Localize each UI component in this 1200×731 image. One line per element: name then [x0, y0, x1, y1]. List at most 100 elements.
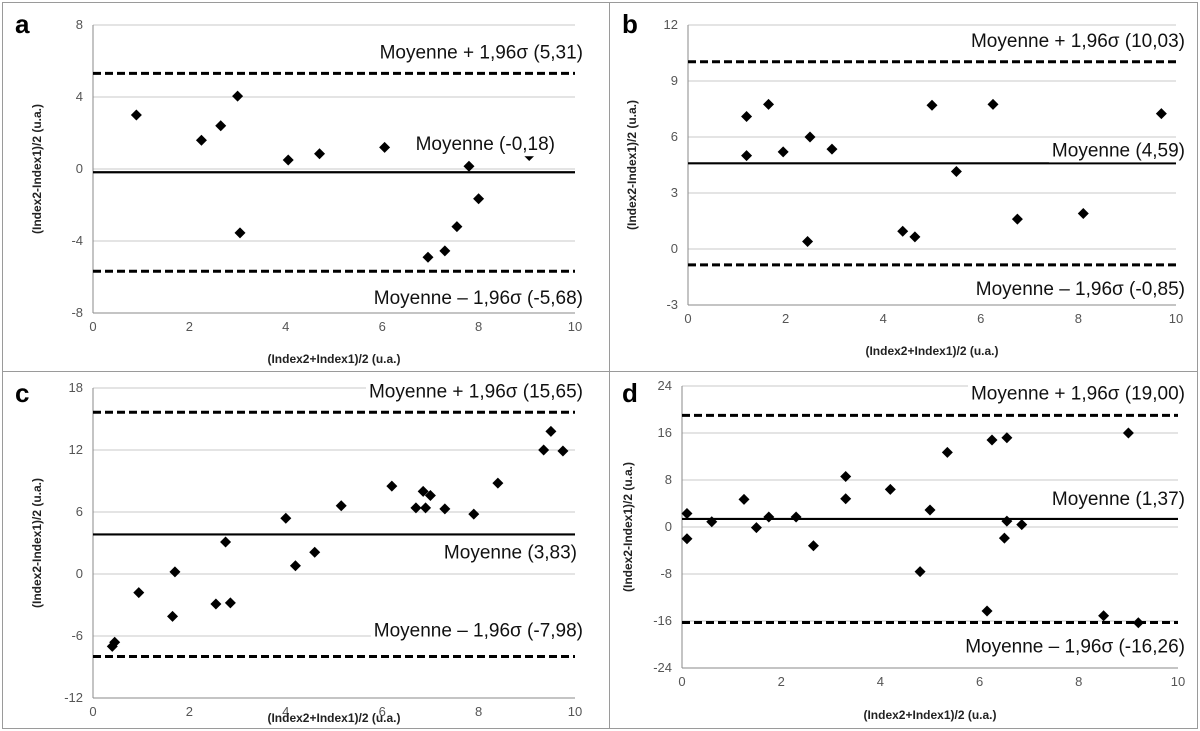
x-tick-label: 0 — [678, 674, 685, 689]
data-point — [986, 434, 998, 446]
label-background — [1048, 139, 1188, 163]
data-point — [909, 231, 921, 243]
y-tick-label: -8 — [660, 566, 672, 581]
data-point — [1016, 519, 1028, 531]
reference-line-label: Moyenne – 1,96σ (-7,98) — [374, 620, 583, 641]
data-point — [826, 143, 838, 155]
y-tick-label: 12 — [69, 442, 83, 457]
y-tick-label: -8 — [71, 305, 83, 320]
data-point — [987, 98, 999, 110]
label-background — [412, 133, 558, 157]
data-point — [224, 597, 236, 609]
y-tick-label: 12 — [664, 17, 678, 32]
x-tick-label: 4 — [282, 704, 289, 719]
data-point — [777, 146, 789, 158]
data-point — [215, 120, 227, 132]
reference-line-label: Moyenne (1,37) — [1052, 489, 1185, 510]
data-point — [309, 546, 321, 558]
label-background — [365, 380, 586, 404]
reference-line-label: Moyenne + 1,96σ (19,00) — [971, 383, 1185, 404]
y-tick-label: 8 — [665, 472, 672, 487]
y-tick-label: 8 — [76, 17, 83, 32]
x-tick-label: 2 — [186, 319, 193, 334]
x-tick-label: 2 — [186, 704, 193, 719]
data-point — [750, 522, 762, 534]
data-point — [232, 90, 244, 102]
data-point — [379, 141, 391, 153]
data-point — [840, 493, 852, 505]
label-background — [1048, 487, 1188, 511]
data-point — [840, 470, 852, 482]
data-point — [167, 610, 179, 622]
x-tick-label: 10 — [1171, 674, 1185, 689]
panel-letter-d: d — [622, 378, 638, 408]
panel-d: -24 -16 -8 0 8 16 24 0 2 4 6 8 10 Moyenne + 1,96σ (19… — [609, 371, 1198, 729]
y-tick-label: 0 — [665, 519, 672, 534]
x-axis-title: (Index2+Index1)/2 (u.a.) — [267, 711, 400, 725]
x-tick-label: 10 — [568, 704, 582, 719]
data-point — [738, 493, 750, 505]
data-point — [1098, 610, 1110, 622]
x-axis-title: (Index2+Index1)/2 (u.a.) — [267, 352, 400, 366]
data-point — [420, 502, 432, 514]
panel-letter-c: c — [15, 378, 30, 408]
data-point — [807, 540, 819, 552]
data-point — [439, 503, 451, 515]
y-tick-label: 16 — [658, 425, 672, 440]
y-tick-label: 0 — [76, 566, 83, 581]
label-background — [972, 277, 1188, 301]
x-tick-label: 8 — [475, 704, 482, 719]
data-point — [981, 605, 993, 617]
data-point — [557, 445, 569, 457]
y-tick-label: 9 — [671, 73, 678, 88]
data-point — [681, 533, 693, 545]
x-tick-label: 4 — [282, 319, 289, 334]
data-point — [439, 245, 451, 257]
x-tick-label: 8 — [1075, 311, 1082, 326]
data-point — [763, 511, 775, 523]
data-point — [1077, 208, 1089, 220]
data-point — [884, 483, 896, 495]
y-tick-label: 0 — [76, 161, 83, 176]
reference-line-label: Moyenne (-0,18) — [416, 134, 555, 155]
x-tick-label: 6 — [379, 319, 386, 334]
x-tick-label: 10 — [1169, 311, 1183, 326]
data-point — [538, 444, 550, 456]
y-tick-label: -16 — [653, 613, 672, 628]
y-tick-label: -12 — [64, 690, 83, 705]
data-point — [492, 477, 504, 489]
reference-line-label: Moyenne (3,83) — [444, 542, 577, 563]
data-point — [210, 598, 222, 610]
chart-a: -8 -4 0 4 8 0 2 4 6 8 10 Moyenne + 1,96σ (5,31) Moye… — [30, 17, 586, 366]
data-point — [924, 504, 936, 516]
y-tick-label: -6 — [71, 628, 83, 643]
x-axis-title: (Index2+Index1)/2 (u.a.) — [863, 708, 996, 722]
data-point — [1122, 427, 1134, 439]
x-tick-label: 2 — [778, 674, 785, 689]
data-point — [763, 98, 775, 110]
reference-line-label: Moyenne – 1,96σ (-16,26) — [965, 637, 1185, 658]
label-background — [967, 29, 1188, 53]
y-axis-title: (Index2-Index1)/2 (u.a.) — [621, 462, 635, 592]
data-point — [804, 131, 816, 143]
y-tick-label: -24 — [653, 660, 672, 675]
y-tick-label: 24 — [658, 378, 672, 393]
data-point — [914, 566, 926, 578]
x-axis-title: (Index2+Index1)/2 (u.a.) — [865, 344, 998, 358]
data-point — [1155, 108, 1167, 120]
data-point — [314, 148, 326, 160]
x-tick-label: 0 — [89, 704, 96, 719]
data-point — [335, 500, 347, 512]
data-point — [109, 636, 121, 648]
data-point — [468, 508, 480, 520]
label-background — [370, 619, 586, 643]
data-point — [1132, 617, 1144, 629]
panel-letter-a: a — [15, 9, 30, 39]
data-point — [130, 109, 142, 121]
data-point — [386, 480, 398, 492]
data-point — [681, 507, 693, 519]
x-tick-label: 2 — [782, 311, 789, 326]
data-point — [422, 251, 434, 263]
data-point — [741, 150, 753, 162]
data-point — [451, 221, 463, 233]
